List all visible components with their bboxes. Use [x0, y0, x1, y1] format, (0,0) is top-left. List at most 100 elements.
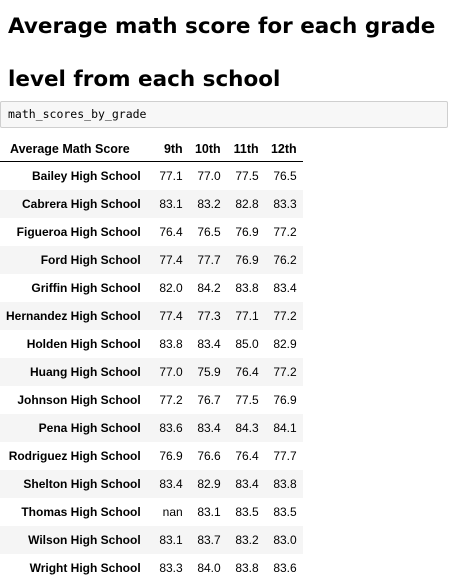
table-cell: 83.0 — [273, 533, 297, 547]
table-row: Bailey High School 77.1 77.0 77.5 76.5 — [0, 162, 303, 191]
table-cell: 77.2 — [159, 393, 183, 407]
row-index-label: Thomas High School — [21, 505, 141, 519]
table-cell: 83.8 — [235, 561, 259, 575]
table-cell: 83.4 — [235, 477, 259, 491]
row-index-label: Pena High School — [38, 421, 141, 435]
row-index-label: Hernandez High School — [6, 309, 141, 323]
table-cell: 75.9 — [197, 365, 221, 379]
row-index-label: Shelton High School — [23, 477, 141, 491]
table-row: Wright High School 83.3 84.0 83.8 83.6 — [0, 554, 303, 582]
table-cell: 82.9 — [197, 477, 221, 491]
table-cell: 83.3 — [273, 197, 297, 211]
table-cell: 83.1 — [159, 197, 183, 211]
table-cell: 83.4 — [159, 477, 183, 491]
table-cell: 83.8 — [235, 281, 259, 295]
table-cell: 77.2 — [273, 365, 297, 379]
table-row: Hernandez High School 77.4 77.3 77.1 77.2 — [0, 302, 303, 330]
table-cell: 77.2 — [273, 309, 297, 323]
table-cell: 82.9 — [273, 337, 297, 351]
code-cell-text[interactable]: math_scores_by_grade — [8, 107, 147, 121]
code-cell[interactable]: math_scores_by_grade — [0, 101, 448, 128]
index-header: Average Math Score — [0, 136, 151, 162]
table-cell: 76.2 — [273, 253, 297, 267]
row-index-label: Huang High School — [30, 365, 141, 379]
table-row: Thomas High School nan 83.1 83.5 83.5 — [0, 498, 303, 526]
table-row: Cabrera High School 83.1 83.2 82.8 83.3 — [0, 190, 303, 218]
row-index-label: Bailey High School — [32, 169, 141, 183]
table-cell: 77.3 — [197, 309, 221, 323]
row-index-label: Figueroa High School — [16, 225, 141, 239]
table-cell: 76.4 — [235, 449, 259, 463]
table-cell: 84.3 — [235, 421, 259, 435]
row-index-label: Ford High School — [40, 253, 141, 267]
row-index-label: Wright High School — [29, 561, 141, 575]
table-cell: 76.9 — [235, 225, 259, 239]
table-cell: 83.8 — [273, 477, 297, 491]
table-cell: 76.7 — [197, 393, 221, 407]
table-cell: 77.7 — [273, 449, 297, 463]
table-cell: 83.1 — [159, 533, 183, 547]
table-cell: 76.5 — [197, 225, 221, 239]
table-cell: 83.7 — [197, 533, 221, 547]
table-cell: 76.6 — [197, 449, 221, 463]
row-index-label: Wilson High School — [28, 533, 141, 547]
table-header-row: Average Math Score 9th 10th 11th 12th — [0, 136, 303, 162]
table-cell: 77.0 — [159, 365, 183, 379]
table-cell: 76.9 — [235, 253, 259, 267]
table-cell: 83.2 — [197, 197, 221, 211]
table-cell: 83.1 — [197, 505, 221, 519]
table-cell: 83.5 — [235, 505, 259, 519]
table-cell: 83.3 — [159, 561, 183, 575]
table-row: Griffin High School 82.0 84.2 83.8 83.4 — [0, 274, 303, 302]
column-header: 12th — [264, 136, 303, 162]
table-cell: 77.5 — [235, 393, 259, 407]
table-cell: 83.4 — [197, 337, 221, 351]
table-cell: 77.5 — [235, 169, 259, 183]
table-cell: 77.7 — [197, 253, 221, 267]
table-cell: 82.0 — [159, 281, 183, 295]
column-header: 9th — [150, 136, 189, 162]
markdown-heading: Average math score for each grade level … — [8, 14, 436, 92]
table-cell: 77.0 — [197, 169, 221, 183]
table-cell: 76.9 — [159, 449, 183, 463]
table-cell: 76.4 — [159, 225, 183, 239]
table-cell: 85.0 — [235, 337, 259, 351]
table-cell: 82.8 — [235, 197, 259, 211]
table-cell: 77.1 — [235, 309, 259, 323]
table-cell: 76.4 — [235, 365, 259, 379]
table-row: Holden High School 83.8 83.4 85.0 82.9 — [0, 330, 303, 358]
table-cell: 76.9 — [273, 393, 297, 407]
row-index-label: Griffin High School — [31, 281, 141, 295]
table-cell: 77.2 — [273, 225, 297, 239]
table-cell: 83.6 — [159, 421, 183, 435]
table-row: Shelton High School 83.4 82.9 83.4 83.8 — [0, 470, 303, 498]
table-cell: 83.2 — [235, 533, 259, 547]
table-cell: 84.2 — [197, 281, 221, 295]
table-body: Bailey High School 77.1 77.0 77.5 76.5 Cabrer… — [0, 162, 303, 583]
table-cell: 77.4 — [159, 253, 183, 267]
column-header: 10th — [188, 136, 227, 162]
table-cell: 76.5 — [273, 169, 297, 183]
table-row: Figueroa High School 76.4 76.5 76.9 77.2 — [0, 218, 303, 246]
table-cell: 84.1 — [273, 421, 297, 435]
table-cell: 77.1 — [159, 169, 183, 183]
table-row: Rodriguez High School 76.9 76.6 76.4 77.7 — [0, 442, 303, 470]
table-cell: 83.4 — [273, 281, 297, 295]
table-cell: 83.8 — [159, 337, 183, 351]
table-row: Ford High School 77.4 77.7 76.9 76.2 — [0, 246, 303, 274]
table-cell: 83.6 — [273, 561, 297, 575]
row-index-label: Johnson High School — [17, 393, 141, 407]
table-row: Pena High School 83.6 83.4 84.3 84.1 — [0, 414, 303, 442]
row-index-label: Holden High School — [26, 337, 141, 351]
table-cell: nan — [162, 505, 183, 519]
table-cell: 83.4 — [197, 421, 221, 435]
table-row: Wilson High School 83.1 83.7 83.2 83.0 — [0, 526, 303, 554]
column-header: 11th — [226, 136, 265, 162]
table-cell: 84.0 — [197, 561, 221, 575]
table-row: Johnson High School 77.2 76.7 77.5 76.9 — [0, 386, 303, 414]
dataframe-table: Average Math Score 9th 10th 11th 12th Ba… — [0, 136, 303, 582]
row-index-label: Rodriguez High School — [8, 449, 141, 463]
row-index-label: Cabrera High School — [22, 197, 141, 211]
table-cell: 83.5 — [273, 505, 297, 519]
